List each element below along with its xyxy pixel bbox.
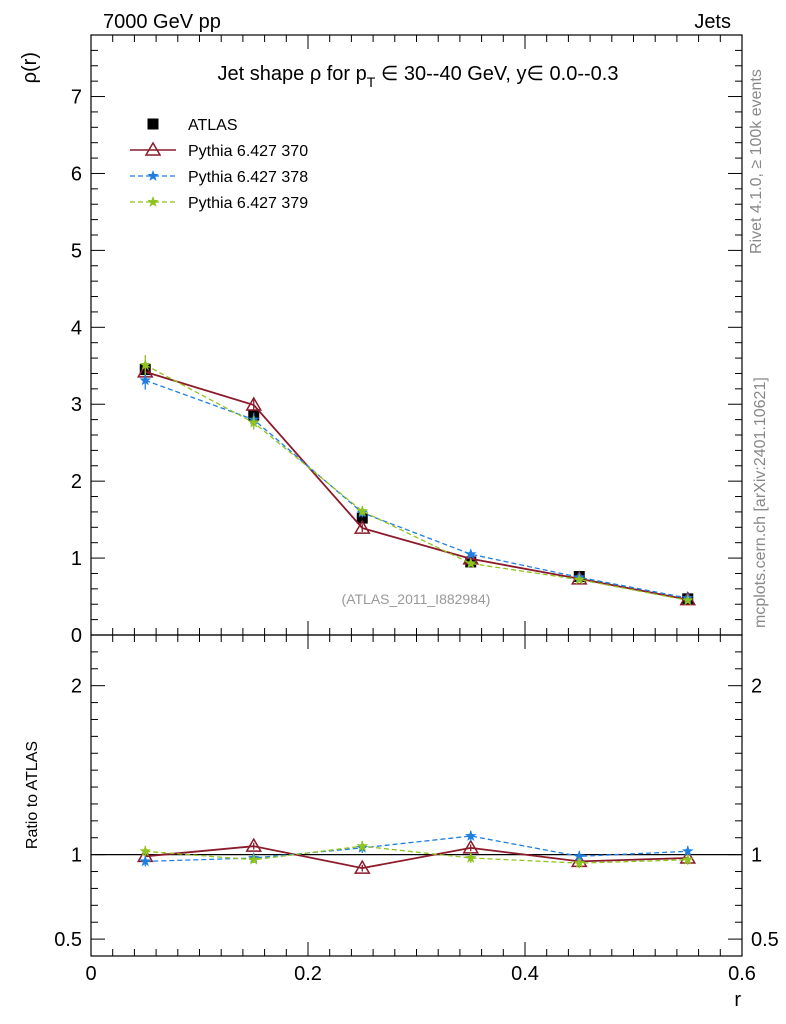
data-marker-triangle [245, 396, 263, 411]
chart-title: Jet shape ρ for pT ∈ 30--40 GeV, y∈ 0.0-… [218, 63, 619, 90]
analysis-label: (ATLAS_2011_I882984) [342, 591, 491, 607]
data-marker-star [573, 850, 585, 862]
legend-label: Pythia 6.427 378 [188, 169, 308, 186]
chart-title-main: Jet shape ρ for p [218, 63, 367, 85]
main-axes: 0 1 2 3 4 5 6 7 [71, 34, 743, 647]
chart-title-rest: ∈ 30--40 GeV, y∈ 0.0--0.3 [375, 63, 618, 85]
data-marker-triangle [353, 519, 371, 534]
series-line [145, 845, 688, 870]
ratio-plot-frame [90, 634, 743, 957]
data-marker-star [139, 845, 151, 857]
ratio-y-tick-label-right: 0.5 [751, 929, 779, 951]
data-marker-star [356, 505, 368, 516]
series-line [145, 379, 688, 599]
rivet-label: Rivet 4.1.0, ≥ 100k events [748, 69, 765, 254]
data-marker-triangle [144, 141, 162, 156]
legend-label: Pythia 6.427 370 [188, 143, 308, 160]
energy-label: 7000 GeV pp [103, 11, 221, 33]
data-marker-star [682, 845, 694, 857]
data-marker-square [147, 118, 159, 130]
ratio-y-tick-label: 2 [71, 676, 82, 698]
data-marker-star [465, 548, 477, 560]
data-marker-star [573, 857, 585, 868]
data-marker-star [465, 852, 477, 863]
data-marker-square [356, 512, 368, 524]
y-tick-label: 1 [71, 548, 82, 570]
x-tick-label: 0.6 [728, 963, 756, 985]
series-pythia-6-427-378 [139, 371, 694, 603]
series-line [145, 371, 688, 601]
data-marker-star [139, 855, 151, 867]
chart-title-sub: T [367, 74, 376, 90]
legend: ATLAS Pythia 6.427 370 Pythia 6.427 378 Pyt… [130, 117, 308, 212]
ratio-series [136, 830, 697, 874]
ratio-y-tick-label: 0.5 [54, 929, 82, 951]
data-marker-star [573, 573, 585, 585]
data-marker-star [248, 416, 260, 428]
data-marker-star [465, 557, 477, 569]
y-tick-label: 6 [71, 163, 82, 185]
data-marker-triangle [245, 837, 263, 852]
y-tick-label: 0 [71, 625, 82, 647]
series-pythia-6-427-379 [139, 355, 694, 606]
data-marker-star [248, 853, 260, 865]
series-pythia-6-427-379 [139, 840, 694, 869]
y-tick-label: 7 [71, 87, 82, 109]
legend-label: ATLAS [188, 117, 238, 134]
data-marker-star [682, 853, 694, 865]
x-tick-label: 0.2 [294, 963, 322, 985]
data-marker-star [465, 830, 477, 841]
ratio-y-tick-label: 1 [71, 845, 82, 867]
data-marker-star [147, 196, 159, 207]
series-line [144, 364, 688, 602]
main-ylabel: ρ(r) [19, 52, 41, 83]
data-marker-star [147, 170, 159, 181]
legend-label: Pythia 6.427 379 [188, 195, 308, 212]
ratio-ylabel: Ratio to ATLAS [24, 741, 41, 849]
mcplots-label: mcplots.cern.ch [arXiv:2401.10621] [752, 377, 769, 628]
series-line [145, 845, 688, 864]
y-tick-label: 3 [71, 394, 82, 416]
y-tick-label: 4 [71, 317, 82, 339]
data-marker-triangle [353, 859, 371, 874]
category-label: Jets [694, 11, 731, 33]
y-tick-label: 5 [71, 240, 82, 262]
y-tick-label: 2 [71, 471, 82, 493]
ratio-y-tick-label-right: 2 [751, 676, 762, 698]
x-axis-label: r [734, 989, 741, 1011]
series-atlas [139, 364, 694, 605]
series-pythia-6-427-370 [136, 363, 697, 606]
data-marker-star [356, 840, 368, 851]
data-marker-star [139, 374, 151, 386]
x-tick-label: 0 [85, 963, 96, 985]
data-marker-star [682, 594, 694, 606]
data-marker-star [139, 359, 151, 370]
ratio-y-tick-label-right: 1 [751, 845, 762, 867]
ratio-axes: 0 0.2 0.4 0.6 0.5 0.5 1 1 2 2 [54, 634, 779, 985]
main-series [136, 355, 697, 606]
x-tick-label: 0.4 [511, 963, 539, 985]
series-pythia-6-427-370 [136, 837, 697, 874]
